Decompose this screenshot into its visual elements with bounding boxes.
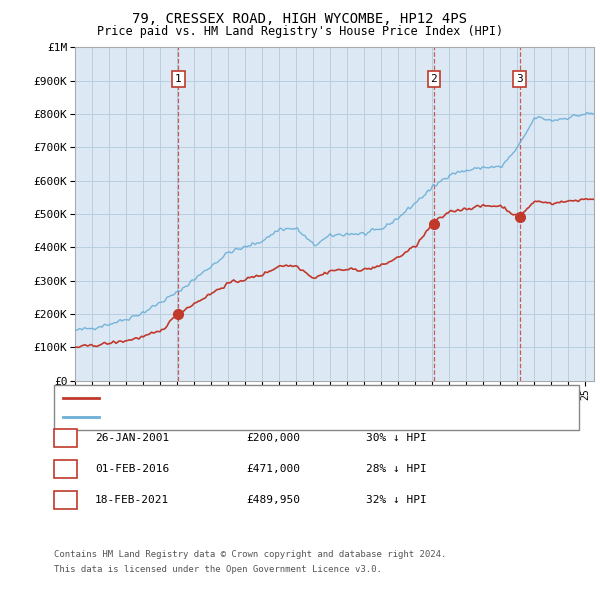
- Text: 3: 3: [516, 74, 523, 84]
- Text: 1: 1: [175, 74, 182, 84]
- Text: 1: 1: [62, 433, 69, 442]
- Text: 2: 2: [431, 74, 437, 84]
- Text: HPI: Average price, detached house, Buckinghamshire: HPI: Average price, detached house, Buck…: [105, 412, 424, 422]
- Text: 3: 3: [62, 496, 69, 505]
- Text: 28% ↓ HPI: 28% ↓ HPI: [366, 464, 427, 474]
- Text: £489,950: £489,950: [246, 496, 300, 505]
- Text: This data is licensed under the Open Government Licence v3.0.: This data is licensed under the Open Gov…: [54, 565, 382, 574]
- Text: Price paid vs. HM Land Registry's House Price Index (HPI): Price paid vs. HM Land Registry's House …: [97, 25, 503, 38]
- Text: Contains HM Land Registry data © Crown copyright and database right 2024.: Contains HM Land Registry data © Crown c…: [54, 550, 446, 559]
- Text: 2: 2: [62, 464, 69, 474]
- Text: 18-FEB-2021: 18-FEB-2021: [95, 496, 169, 505]
- Text: £471,000: £471,000: [246, 464, 300, 474]
- Text: 79, CRESSEX ROAD, HIGH WYCOMBE, HP12 4PS: 79, CRESSEX ROAD, HIGH WYCOMBE, HP12 4PS: [133, 12, 467, 26]
- Text: 32% ↓ HPI: 32% ↓ HPI: [366, 496, 427, 505]
- Text: £200,000: £200,000: [246, 433, 300, 442]
- Text: 79, CRESSEX ROAD, HIGH WYCOMBE, HP12 4PS (detached house): 79, CRESSEX ROAD, HIGH WYCOMBE, HP12 4PS…: [105, 393, 461, 402]
- Text: 30% ↓ HPI: 30% ↓ HPI: [366, 433, 427, 442]
- Text: 26-JAN-2001: 26-JAN-2001: [95, 433, 169, 442]
- Text: 01-FEB-2016: 01-FEB-2016: [95, 464, 169, 474]
